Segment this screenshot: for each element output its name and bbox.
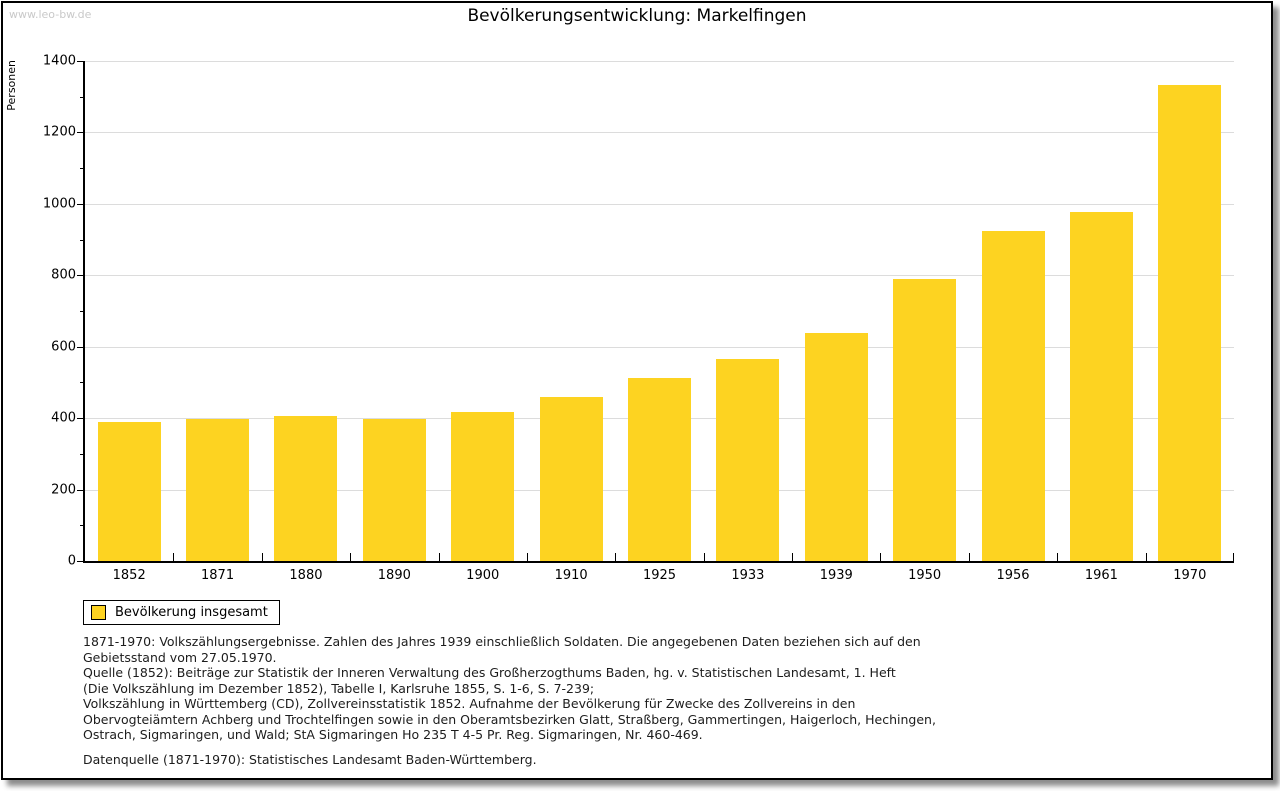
- footnote-line: Gebietsstand vom 27.05.1970.: [83, 649, 277, 665]
- x-axis-tick-label: 1890: [377, 568, 411, 583]
- plot-area: 0 200 400 600 800 1000 1200 1400 1852 1871 1880 189…: [43, 54, 1234, 583]
- y-axis-minor-tick: [80, 382, 83, 384]
- bar: [451, 412, 515, 561]
- x-axis-tick-label: 1939: [819, 568, 853, 583]
- x-axis-tick-label: 1880: [289, 568, 323, 583]
- y-axis-major-tick: [77, 61, 83, 62]
- bar: [362, 418, 426, 561]
- y-axis-minor-tick: [80, 168, 83, 170]
- footnote-line: Volkszählung in Württemberg (CD), Zollve…: [83, 696, 856, 711]
- y-axis-major-tick: [77, 203, 83, 205]
- chart-title: Bevölkerungsentwicklung: Markelfingen: [467, 6, 807, 26]
- y-axis-minor-tick: [80, 311, 83, 312]
- footnote-line: Ostrach, Sigmaringen, und Wald; StA Sigm…: [83, 727, 703, 742]
- x-axis-tick: [526, 553, 528, 561]
- y-axis-tick-label: 1400: [42, 53, 76, 69]
- legend-label: Bevölkerung insgesamt: [115, 605, 268, 620]
- x-axis-tick-label: 1871: [201, 568, 235, 583]
- bar: [981, 230, 1045, 561]
- bar: [1158, 84, 1222, 561]
- x-axis-tick-label: 1900: [466, 568, 500, 583]
- y-gridline: [85, 346, 1234, 348]
- bar: [628, 378, 691, 561]
- legend-swatch: [91, 605, 106, 620]
- y-gridline: [85, 132, 1234, 134]
- x-axis-tick: [261, 553, 263, 561]
- x-axis-tick-label: 1956: [996, 568, 1030, 583]
- bar: [804, 333, 868, 561]
- footnote-line: Quelle (1852): Beiträge zur Statistik de…: [83, 665, 896, 680]
- x-axis-tick-label: 1910: [554, 568, 588, 583]
- x-axis-tick: [350, 553, 352, 561]
- bar: [893, 279, 957, 561]
- x-axis-tick-label: 1933: [731, 568, 765, 583]
- y-gridline: [85, 203, 1234, 205]
- footnote-line: 1871-1970: Volkszählungsergebnisse. Zahl…: [83, 634, 921, 649]
- datasource-line: Datenquelle (1871-1970): Statistisches L…: [83, 751, 537, 767]
- x-axis-tick: [615, 553, 617, 561]
- y-axis-minor-tick: [80, 525, 83, 527]
- x-axis-tick: [438, 553, 440, 561]
- y-axis-tick-label: 600: [51, 339, 76, 355]
- footnote-line: Obervogteiämtern Achberg und Trochtelfin…: [83, 711, 936, 727]
- x-axis-tick-label: 1925: [642, 568, 677, 583]
- y-axis-major-tick: [77, 132, 83, 134]
- x-axis-tick: [880, 553, 882, 561]
- watermark: www.leo-bw.de: [9, 8, 92, 21]
- x-axis-tick: [792, 553, 794, 561]
- x-axis-tick: [703, 553, 705, 561]
- y-axis-minor-tick: [80, 239, 83, 241]
- footnotes: 1871-1970: Volkszählungsergebnisse. Zahl…: [83, 634, 936, 767]
- bar: [1069, 212, 1133, 561]
- chart-page: www.leo-bw.de Bevölkerungsentwicklung: M…: [1, 1, 1273, 780]
- x-axis-tick: [1233, 553, 1234, 561]
- x-axis-tick: [1057, 553, 1059, 561]
- legend-box: Bevölkerung insgesamt: [83, 600, 280, 625]
- bar: [186, 418, 250, 561]
- bar: [97, 421, 161, 561]
- y-axis-major-tick: [77, 346, 83, 348]
- y-axis-tick-label: 1000: [42, 196, 76, 212]
- y-axis-tick-label: 0: [67, 553, 76, 569]
- y-axis-major-tick: [77, 275, 83, 277]
- y-axis-major-tick: [77, 418, 83, 420]
- y-axis-tick-label: 1200: [42, 124, 76, 140]
- x-axis-tick: [968, 553, 970, 561]
- x-axis-tick: [1145, 553, 1147, 561]
- y-axis-tick-label: 800: [51, 267, 76, 283]
- y-gridline: [85, 275, 1234, 277]
- x-axis-tick-label: 1950: [908, 568, 942, 583]
- y-axis-tick-label: 400: [51, 410, 76, 426]
- y-axis-tick-label: 200: [51, 482, 76, 498]
- x-axis-tick-label: 1852: [112, 568, 146, 583]
- x-axis-tick: [173, 553, 175, 561]
- bar: [539, 397, 603, 561]
- y-axis-major-tick: [77, 489, 83, 491]
- y-gridline: [85, 61, 1234, 62]
- y-axis-major-tick: [77, 561, 83, 562]
- y-axis-title: Personen: [5, 60, 18, 111]
- footnote-line: (Die Volkszählung im Dezember 1852), Tab…: [83, 680, 595, 696]
- x-axis-tick-label: 1961: [1084, 568, 1118, 583]
- y-axis-minor-tick: [80, 96, 83, 98]
- y-axis-minor-tick: [80, 453, 83, 455]
- bar: [716, 358, 780, 561]
- bar: [274, 415, 338, 561]
- x-axis-tick-label: 1970: [1173, 568, 1207, 583]
